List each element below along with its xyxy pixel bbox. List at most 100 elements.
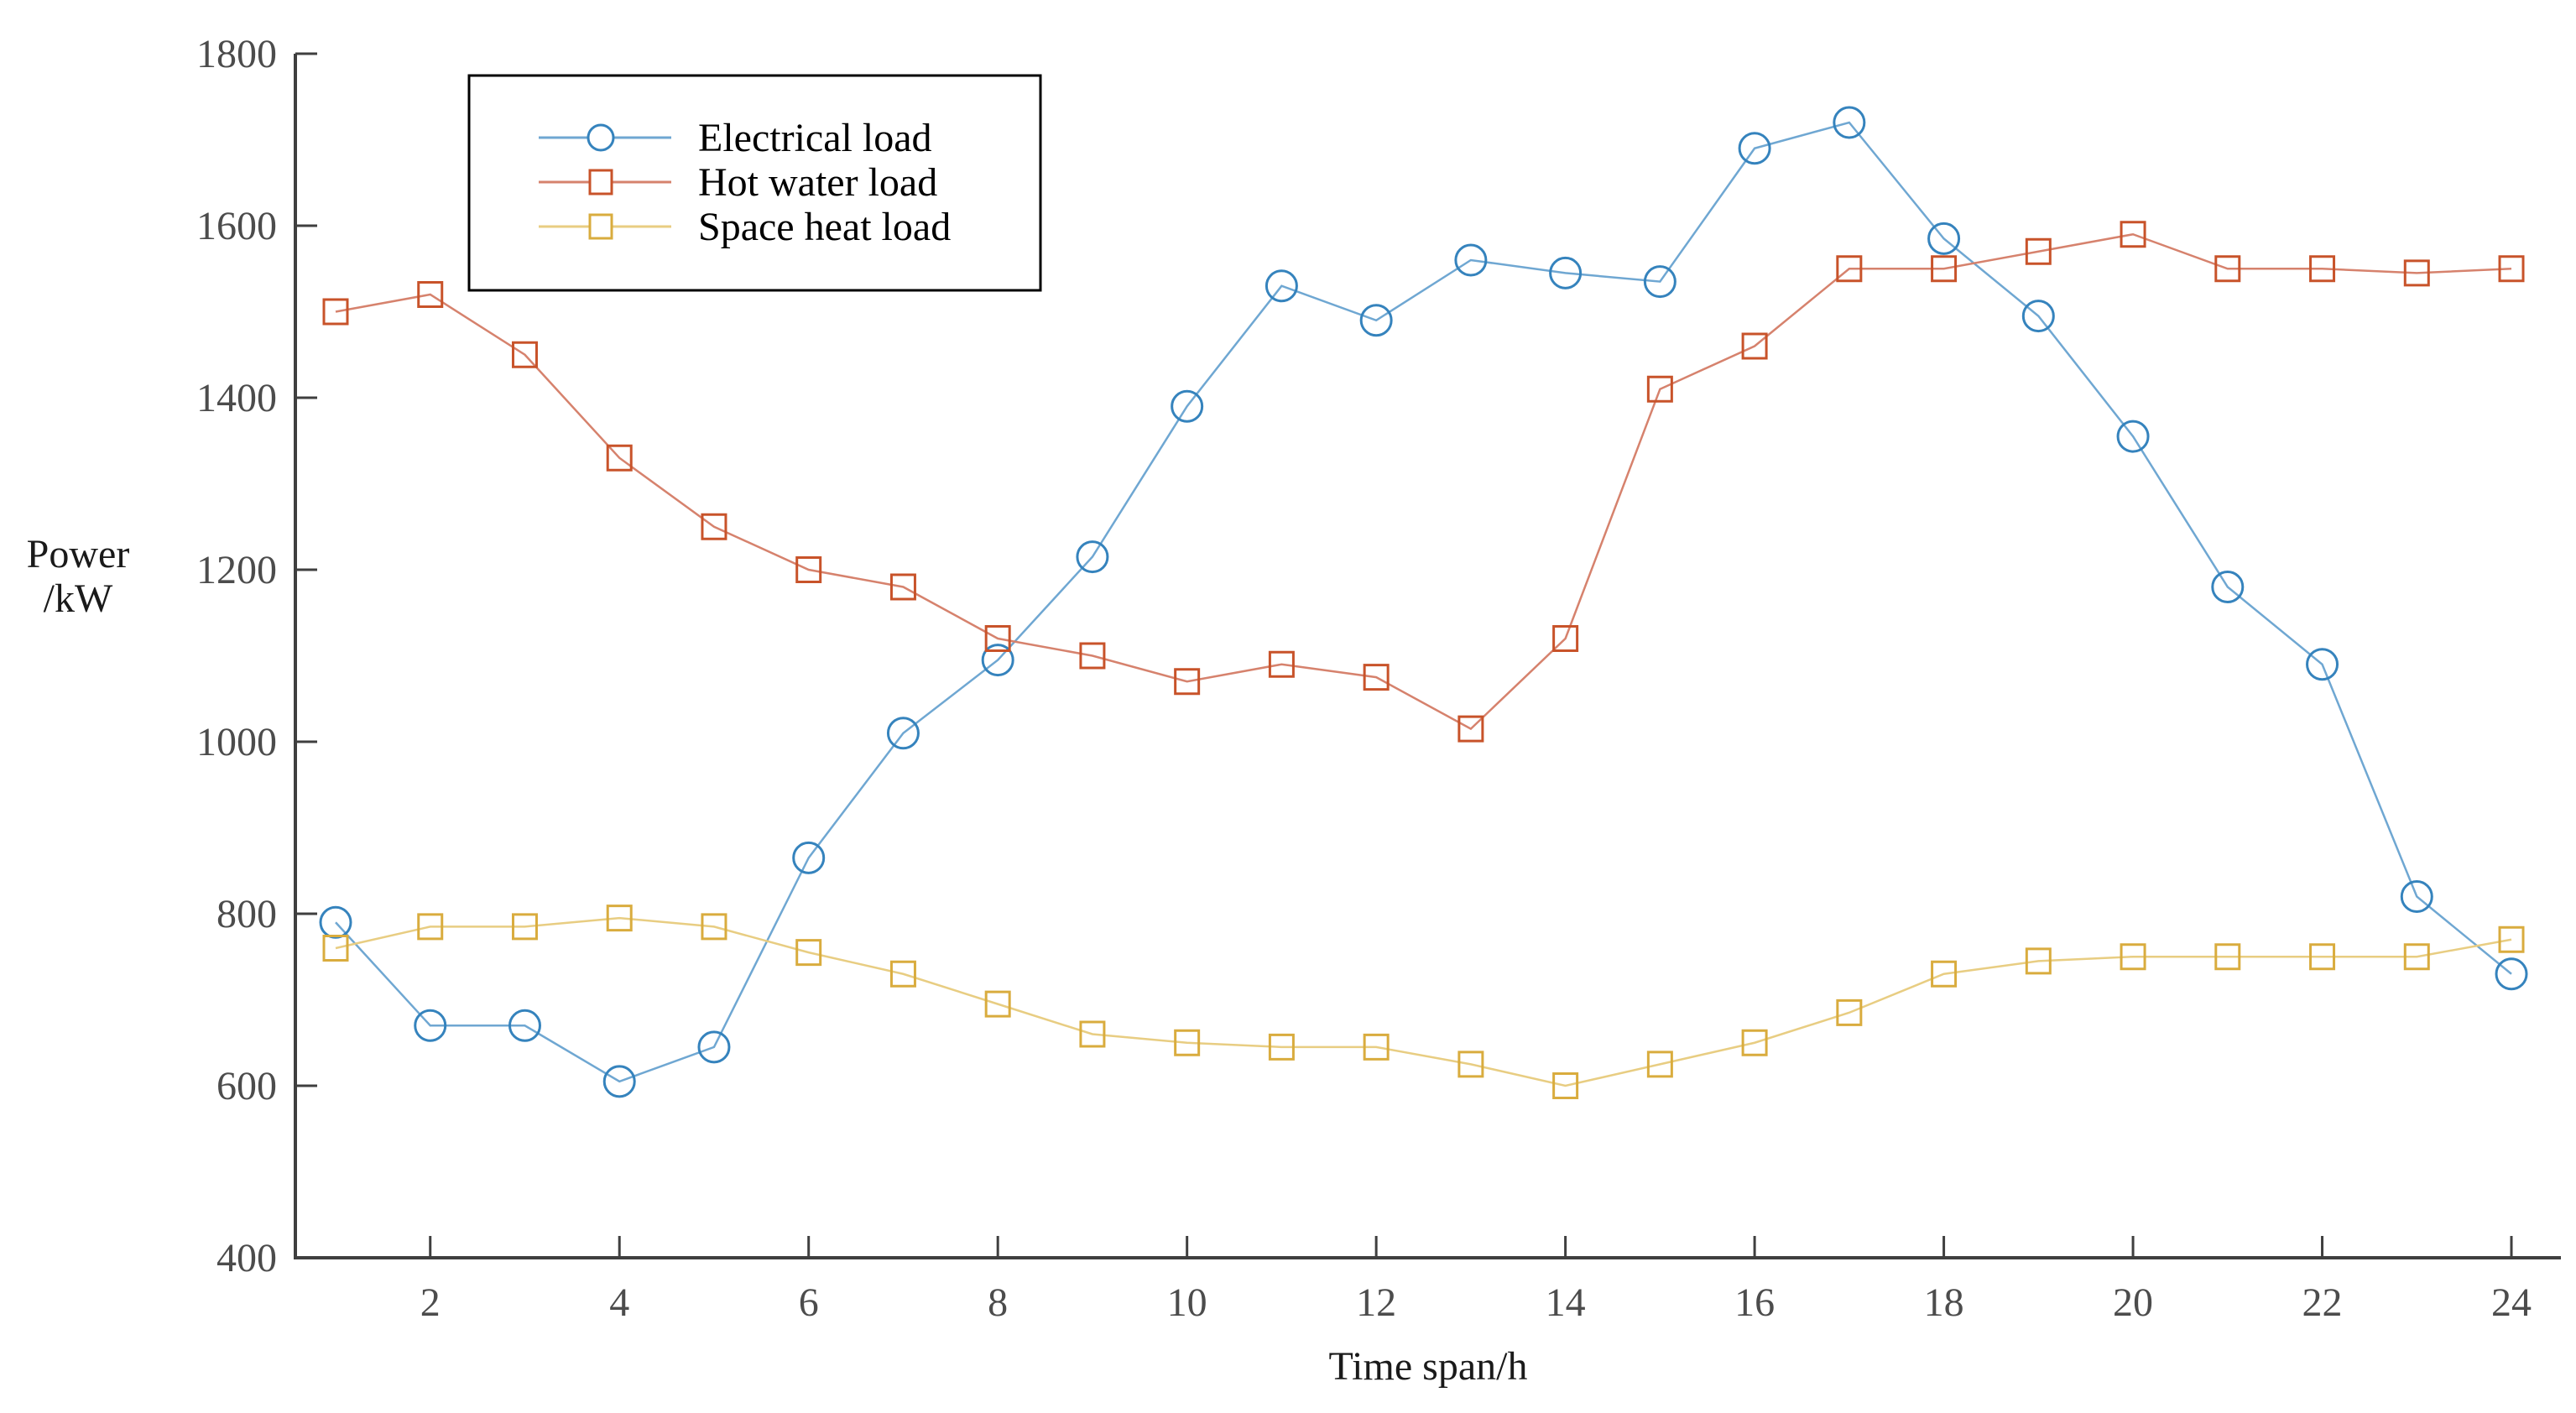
series-space-heat-load (322, 905, 2525, 1099)
space-heat-load-marker-h3 (511, 913, 538, 941)
electrical-load-line (335, 121, 2512, 1083)
y-tick-label-1200: 1200 (196, 548, 277, 592)
electrical-load-marker-h7 (886, 717, 920, 750)
electrical-load-marker-h10 (1171, 389, 1204, 423)
hot-water-load-line (335, 232, 2512, 731)
x-tick-label-8: 8 (988, 1280, 1008, 1325)
electrical-load-marker-h18 (1927, 222, 1961, 255)
y-tick-label-1000: 1000 (196, 720, 277, 764)
space-heat-load-marker-h12 (1363, 1033, 1390, 1061)
hot-water-load-marker-h18 (1931, 255, 1958, 283)
electrical-load-marker-h1 (319, 905, 352, 939)
electrical-load-marker-h9 (1076, 540, 1109, 574)
hot-water-load-marker-h5 (701, 513, 727, 540)
hot-water-load-marker-h7 (889, 573, 916, 601)
hot-water-load-marker-h9 (1079, 642, 1106, 670)
space-heat-load-marker-h22 (2309, 943, 2336, 971)
legend-label-space-heat-load: Space heat load (698, 205, 951, 249)
electrical-load-marker-h17 (1833, 106, 1866, 139)
space-heat-load-marker-h4 (606, 905, 633, 932)
legend-item-hot-water-load: Hot water load (539, 160, 937, 205)
y-tick-label-600: 600 (216, 1064, 277, 1108)
x-tick-label-6: 6 (799, 1280, 819, 1325)
electrical-load-marker-h5 (697, 1030, 731, 1064)
space-heat-load-marker-h14 (1552, 1072, 1579, 1099)
space-heat-load-marker-h17 (1836, 998, 1863, 1026)
legend-item-electrical-load: Electrical load (539, 116, 932, 160)
space-heat-load-marker-h20 (2120, 943, 2146, 971)
hot-water-load-marker-h24 (2498, 255, 2525, 283)
electrical-load-marker-h21 (2211, 571, 2245, 603)
space-heat-load-marker-h21 (2214, 943, 2241, 971)
hot-water-load-marker-h3 (511, 341, 538, 368)
electrical-load-marker-h19 (2021, 300, 2055, 333)
space-heat-load-marker-h5 (701, 913, 727, 941)
electrical-load-marker-h6 (792, 841, 826, 874)
electrical-load-marker-h15 (1643, 265, 1676, 299)
hot-water-load-marker-h4 (606, 444, 633, 472)
x-tick-label-4: 4 (609, 1280, 629, 1325)
y-axis-title-line1: Power (27, 532, 130, 576)
y-axis-title-line2: /kW (44, 576, 113, 621)
space-heat-load-marker-h24 (2498, 925, 2525, 953)
hot-water-load-marker-h8 (984, 625, 1011, 652)
legend-label-hot-water-load: Hot water load (698, 160, 937, 205)
legend-marker-space-heat-load (588, 213, 613, 240)
x-axis-title: Time span/h (1329, 1344, 1528, 1389)
y-tick-label-400: 400 (216, 1236, 277, 1280)
hot-water-load-marker-h20 (2120, 221, 2146, 248)
electrical-load-marker-h8 (981, 644, 1014, 677)
legend-marker-hot-water-load (588, 169, 613, 196)
series-hot-water-load (322, 221, 2525, 743)
hot-water-load-marker-h1 (322, 298, 349, 326)
space-heat-load-marker-h7 (889, 960, 916, 988)
y-tick-label-800: 800 (216, 892, 277, 936)
space-heat-load-marker-h1 (322, 935, 349, 962)
hot-water-load-marker-h21 (2214, 255, 2241, 283)
x-tick-label-24: 24 (2491, 1280, 2532, 1325)
x-tick-label-16: 16 (1734, 1280, 1775, 1325)
space-heat-load-marker-h8 (984, 990, 1011, 1018)
x-tick-label-18: 18 (1924, 1280, 1964, 1325)
hot-water-load-marker-h10 (1174, 668, 1201, 696)
y-tick-label-1400: 1400 (196, 376, 277, 420)
hot-water-load-marker-h16 (1741, 332, 1768, 360)
electrical-load-marker-h11 (1265, 269, 1298, 303)
space-heat-load-marker-h18 (1931, 960, 1958, 988)
electrical-load-marker-h3 (508, 1009, 541, 1042)
hot-water-load-marker-h19 (2025, 237, 2052, 265)
electrical-load-marker-h2 (414, 1009, 447, 1042)
electrical-load-marker-h16 (1738, 132, 1771, 165)
hot-water-load-marker-h15 (1646, 375, 1673, 403)
space-heat-load-marker-h15 (1646, 1051, 1673, 1078)
space-heat-load-marker-h23 (2403, 943, 2430, 971)
legend-label-electrical-load: Electrical load (698, 116, 932, 160)
x-tick-label-12: 12 (1356, 1280, 1396, 1325)
space-heat-load-marker-h10 (1174, 1029, 1201, 1056)
electrical-load-marker-h4 (602, 1065, 636, 1098)
hot-water-load-marker-h11 (1268, 650, 1295, 678)
y-tick-label-1800: 1800 (196, 32, 277, 76)
electrical-load-marker-h23 (2400, 880, 2433, 913)
hot-water-load-marker-h17 (1836, 255, 1863, 283)
electrical-load-marker-h22 (2306, 648, 2339, 681)
hot-water-load-marker-h6 (795, 556, 822, 583)
electrical-load-marker-h13 (1454, 243, 1488, 277)
hot-water-load-marker-h22 (2309, 255, 2336, 283)
space-heat-load-marker-h19 (2025, 947, 2052, 975)
space-heat-load-marker-h6 (795, 939, 822, 967)
legend-marker-electrical-load (587, 123, 615, 152)
x-tick-label-2: 2 (420, 1280, 441, 1325)
electrical-load-marker-h24 (2495, 957, 2528, 991)
electrical-load-marker-h14 (1549, 256, 1583, 289)
space-heat-load-marker-h9 (1079, 1020, 1106, 1048)
legend-item-space-heat-load: Space heat load (539, 205, 951, 249)
space-heat-load-marker-h2 (417, 913, 444, 941)
x-tick-label-20: 20 (2113, 1280, 2153, 1325)
x-tick-label-10: 10 (1167, 1280, 1207, 1325)
space-heat-load-marker-h16 (1741, 1029, 1768, 1056)
space-heat-load-marker-h11 (1268, 1033, 1295, 1061)
